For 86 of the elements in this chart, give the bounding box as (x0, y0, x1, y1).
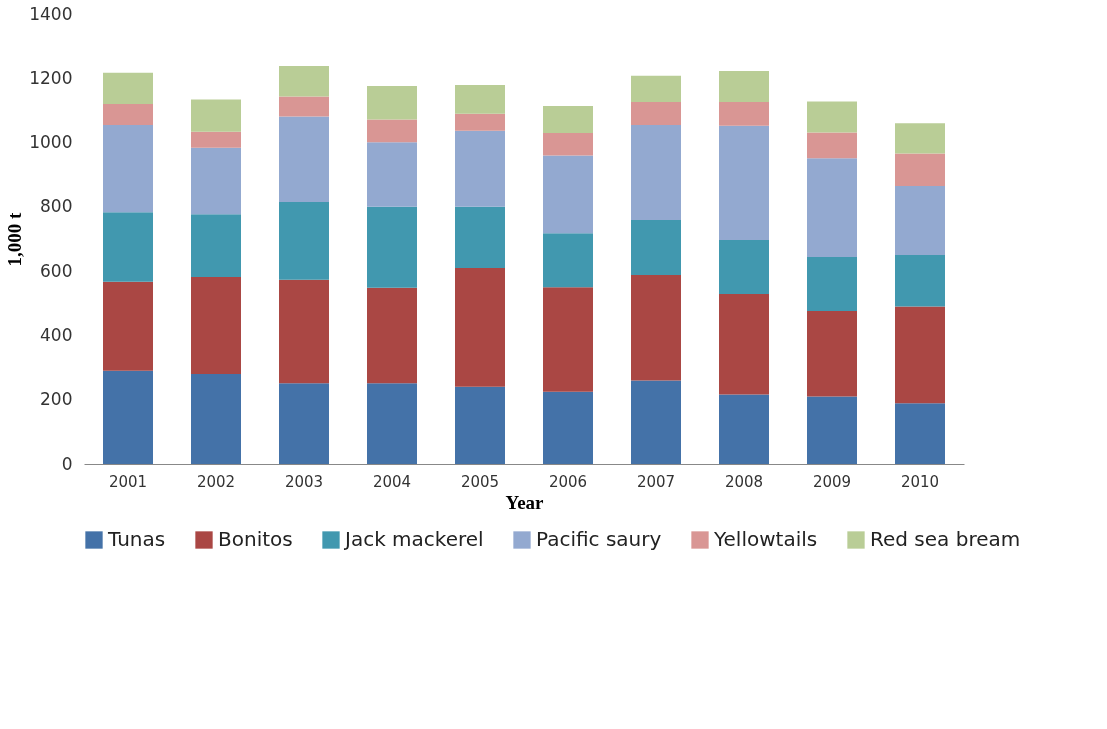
x-tick-label: 2010 (900, 472, 940, 491)
y-tick-label: 200 (40, 389, 73, 410)
bar (807, 311, 857, 397)
bar (895, 123, 945, 154)
bar (103, 104, 153, 125)
bar (807, 257, 857, 311)
y-tick-label: 400 (40, 324, 73, 345)
bar (631, 102, 681, 125)
bar (631, 220, 681, 275)
bar (103, 72, 153, 104)
bar (455, 130, 505, 207)
bar (543, 132, 593, 156)
bar (191, 374, 241, 464)
bar (543, 391, 593, 464)
bar (367, 142, 417, 207)
x-tick-label: 2004 (372, 472, 412, 491)
y-tick-label: 1200 (29, 67, 73, 88)
bar (719, 125, 769, 240)
bar (543, 155, 593, 234)
bar (895, 255, 945, 307)
bar (191, 131, 241, 148)
bar (191, 147, 241, 215)
bar (455, 113, 505, 131)
bar (895, 153, 945, 186)
bar (367, 86, 417, 120)
x-tick-label: 2009 (812, 472, 852, 491)
bar (455, 85, 505, 114)
x-tick-label: 2008 (724, 472, 764, 491)
legend-label: Jack mackerel (343, 527, 484, 551)
y-tick-label: 1400 (29, 3, 73, 24)
bar (895, 185, 945, 256)
bar (191, 276, 241, 374)
bar (895, 403, 945, 464)
legend-label: Pacific saury (536, 527, 662, 551)
bar (191, 99, 241, 132)
bar (191, 214, 241, 277)
x-tick-label: 2002 (196, 472, 236, 491)
bar (631, 75, 681, 103)
x-tick-label: 2006 (548, 472, 588, 491)
bar (103, 212, 153, 282)
bar (807, 396, 857, 464)
y-tick-label: 1000 (29, 132, 73, 153)
bar (895, 306, 945, 404)
bar (807, 101, 857, 133)
bar (279, 96, 329, 117)
x-tick-label: 2001 (108, 472, 148, 491)
x-tick-label: 2007 (636, 472, 676, 491)
bar (279, 116, 329, 203)
bar (807, 158, 857, 257)
bar (367, 119, 417, 143)
bar (719, 394, 769, 464)
bar (631, 380, 681, 464)
bar (719, 239, 769, 294)
bar (103, 370, 153, 464)
bar (279, 279, 329, 384)
y-axis-title: 1,000 t (4, 211, 26, 267)
legend-label: Yellowtails (713, 527, 818, 551)
bar (719, 70, 769, 103)
bar (719, 293, 769, 395)
bar (455, 206, 505, 268)
bar (279, 202, 329, 280)
legend-label: Red sea bream (870, 527, 1021, 551)
bar (367, 383, 417, 464)
legend-label: Bonitos (218, 527, 293, 551)
y-tick-label: 0 (61, 453, 73, 474)
y-tick-label: 600 (40, 260, 73, 281)
bar (455, 267, 505, 387)
bar (631, 275, 681, 381)
bar (367, 287, 417, 384)
bar (807, 132, 857, 159)
bar (543, 105, 593, 133)
x-tick-label: 2003 (284, 472, 324, 491)
bar (719, 102, 769, 126)
x-axis-title: Year (505, 491, 545, 513)
bar (631, 124, 681, 221)
bar (103, 124, 153, 213)
bar (543, 233, 593, 288)
bar (279, 383, 329, 464)
x-tick-label: 2005 (460, 472, 500, 491)
bar (103, 281, 153, 371)
legend-label: Tunas (107, 527, 166, 551)
bar (455, 386, 505, 464)
y-tick-label: 800 (40, 196, 73, 217)
bar (367, 206, 417, 288)
bar (543, 287, 593, 392)
bar (279, 66, 329, 97)
